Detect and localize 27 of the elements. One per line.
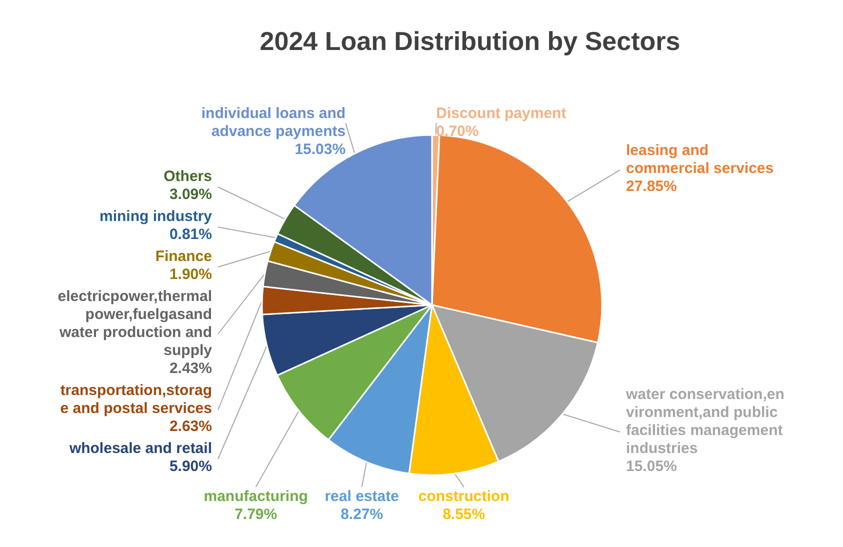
slice-label: transportation,storage and postal services — [60, 382, 212, 417]
data-label: 8.27% — [340, 506, 384, 523]
data-label: 5.90% — [169, 458, 212, 475]
slice-label: Finance — [155, 248, 212, 265]
data-label: 15.05% — [626, 458, 677, 475]
data-label: 3.09% — [169, 186, 212, 203]
slice-label: wholesale and retail — [68, 440, 212, 457]
slice-label: mining industry — [100, 208, 213, 225]
slice-label: electricpower,thermal power,fuelgasand water production and supply — [58, 288, 213, 359]
slice-label: Discount payment — [436, 105, 566, 122]
chart-title: 2024 Loan Distribution by Sectors — [260, 26, 680, 56]
data-label: 7.79% — [234, 506, 278, 523]
data-label: 1.90% — [169, 266, 212, 283]
data-label: 0.81% — [169, 226, 212, 243]
data-label: 0.70% — [436, 123, 479, 140]
slice-label: construction — [418, 488, 510, 505]
slice-label: manufacturing — [204, 488, 308, 505]
data-label: 27.85% — [626, 178, 677, 195]
slice-label: real estate — [324, 488, 399, 505]
slice-label: Others — [164, 168, 212, 185]
data-label: 2.43% — [169, 360, 212, 377]
slice-label: leasing and commercial services — [626, 142, 774, 177]
data-label: 8.55% — [442, 506, 486, 523]
slice-label: individual loans and advance payments — [201, 105, 346, 140]
slice-label: water conservation,environment,and public facilities management industries — [625, 386, 784, 457]
data-label: 2.63% — [169, 418, 212, 435]
data-label: 15.03% — [294, 141, 346, 158]
